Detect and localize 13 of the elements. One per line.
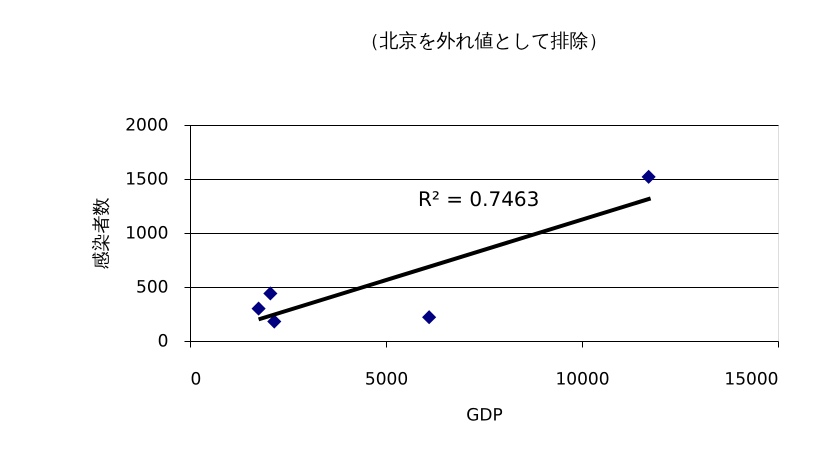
y-axis-title: 感染者数 <box>91 198 112 270</box>
y-tick-label: 2000 <box>125 116 168 136</box>
x-tick-label: 0 <box>190 370 202 390</box>
y-tick-label: 1500 <box>125 170 168 190</box>
annotation: R² = 0.7463 <box>418 187 540 211</box>
y-tick-label: 0 <box>158 332 168 352</box>
y-tick-label: 500 <box>136 278 168 298</box>
x-axis-title: GDP <box>466 406 503 426</box>
y-tick-label: 1000 <box>125 224 168 244</box>
chart-title: （北京を外れ値として排除） <box>360 30 608 52</box>
x-tick-label: 10000 <box>555 370 610 390</box>
x-tick-label: 5000 <box>364 370 408 390</box>
x-tick-label: 15000 <box>724 370 778 390</box>
